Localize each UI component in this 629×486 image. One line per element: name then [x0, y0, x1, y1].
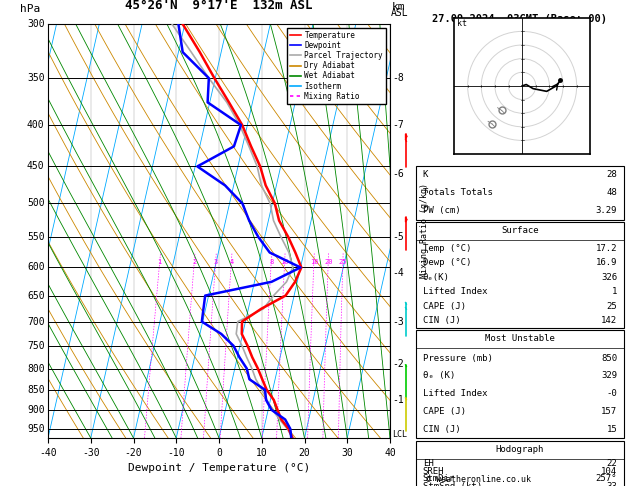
Text: 104: 104 [601, 467, 617, 475]
Text: 1: 1 [158, 259, 162, 264]
Text: hPa: hPa [19, 4, 40, 14]
Text: 10: 10 [281, 259, 289, 264]
Text: 25: 25 [338, 259, 347, 264]
Text: 22: 22 [606, 459, 617, 468]
Text: 1: 1 [612, 287, 617, 296]
Text: 450: 450 [27, 161, 45, 172]
Text: 33: 33 [606, 482, 617, 486]
Text: 48: 48 [606, 188, 617, 197]
Text: -8: -8 [392, 73, 404, 83]
Text: © weatheronline.co.uk: © weatheronline.co.uk [426, 474, 530, 484]
Text: -2: -2 [392, 359, 404, 369]
Text: 142: 142 [601, 316, 617, 325]
Text: PW (cm): PW (cm) [423, 207, 460, 215]
Text: 650: 650 [27, 291, 45, 300]
Text: 2: 2 [192, 259, 196, 264]
Text: Hodograph: Hodograph [496, 445, 544, 454]
Text: 329: 329 [601, 371, 617, 381]
Polygon shape [406, 217, 407, 222]
Text: 16: 16 [309, 259, 318, 264]
Text: 16.9: 16.9 [596, 258, 617, 267]
Text: Lifted Index: Lifted Index [423, 389, 487, 398]
Text: 800: 800 [27, 364, 45, 374]
Text: 326: 326 [601, 273, 617, 282]
Text: 17.2: 17.2 [596, 244, 617, 253]
Text: CAPE (J): CAPE (J) [423, 302, 466, 311]
Text: -7: -7 [392, 120, 404, 130]
Bar [416, 222, 624, 328]
Text: Temp (°C): Temp (°C) [423, 244, 471, 253]
Text: 15: 15 [606, 425, 617, 434]
Text: -3: -3 [392, 316, 404, 327]
Text: SREH: SREH [423, 467, 444, 475]
Text: θₑ(K): θₑ(K) [423, 273, 450, 282]
X-axis label: Dewpoint / Temperature (°C): Dewpoint / Temperature (°C) [128, 463, 310, 473]
Text: -5: -5 [392, 232, 404, 242]
Text: 257°: 257° [596, 474, 617, 483]
Text: 950: 950 [27, 424, 45, 434]
Bar [416, 441, 624, 486]
Text: EH: EH [423, 459, 433, 468]
Text: km: km [391, 2, 404, 12]
Text: 300: 300 [27, 19, 45, 29]
Text: 750: 750 [27, 341, 45, 351]
Text: 900: 900 [27, 405, 45, 415]
Text: 600: 600 [27, 262, 45, 273]
Text: ASL: ASL [391, 8, 409, 18]
Text: θₑ (K): θₑ (K) [423, 371, 455, 381]
Text: 400: 400 [27, 120, 45, 130]
Text: 550: 550 [27, 232, 45, 242]
Text: -4: -4 [392, 268, 404, 278]
Text: Most Unstable: Most Unstable [485, 334, 555, 343]
Text: Pressure (mb): Pressure (mb) [423, 353, 493, 363]
Text: CIN (J): CIN (J) [423, 425, 460, 434]
Text: StmDir: StmDir [423, 474, 455, 483]
Text: Surface: Surface [501, 226, 539, 235]
Text: 850: 850 [27, 385, 45, 395]
Text: 700: 700 [27, 316, 45, 327]
Text: 500: 500 [27, 198, 45, 208]
Text: StmSpd (kt): StmSpd (kt) [423, 482, 482, 486]
Polygon shape [406, 134, 407, 139]
Bar [416, 166, 624, 220]
Text: 3: 3 [213, 259, 218, 264]
Text: 850: 850 [601, 353, 617, 363]
Text: 25: 25 [606, 302, 617, 311]
Text: Dewp (°C): Dewp (°C) [423, 258, 471, 267]
Text: -6: -6 [392, 169, 404, 179]
Text: 20: 20 [324, 259, 333, 264]
Text: 3.29: 3.29 [596, 207, 617, 215]
Text: kt: kt [457, 19, 467, 28]
Text: 8: 8 [269, 259, 274, 264]
Text: 4: 4 [229, 259, 233, 264]
Bar [416, 330, 624, 438]
Text: Lifted Index: Lifted Index [423, 287, 487, 296]
Text: 27.09.2024  03GMT (Base: 00): 27.09.2024 03GMT (Base: 00) [433, 14, 608, 23]
Text: K: K [423, 170, 428, 179]
Text: Totals Totals: Totals Totals [423, 188, 493, 197]
Text: 28: 28 [606, 170, 617, 179]
Text: CIN (J): CIN (J) [423, 316, 460, 325]
Text: -1: -1 [392, 395, 404, 405]
Text: Mixing Ratio (g/kg): Mixing Ratio (g/kg) [420, 184, 429, 278]
Text: CAPE (J): CAPE (J) [423, 407, 466, 416]
Text: 45°26'N  9°17'E  132m ASL: 45°26'N 9°17'E 132m ASL [125, 0, 313, 12]
Text: -0: -0 [606, 389, 617, 398]
Text: 350: 350 [27, 73, 45, 83]
Text: LCL: LCL [392, 430, 407, 439]
Legend: Temperature, Dewpoint, Parcel Trajectory, Dry Adiabat, Wet Adiabat, Isotherm, Mi: Temperature, Dewpoint, Parcel Trajectory… [287, 28, 386, 104]
Text: 157: 157 [601, 407, 617, 416]
